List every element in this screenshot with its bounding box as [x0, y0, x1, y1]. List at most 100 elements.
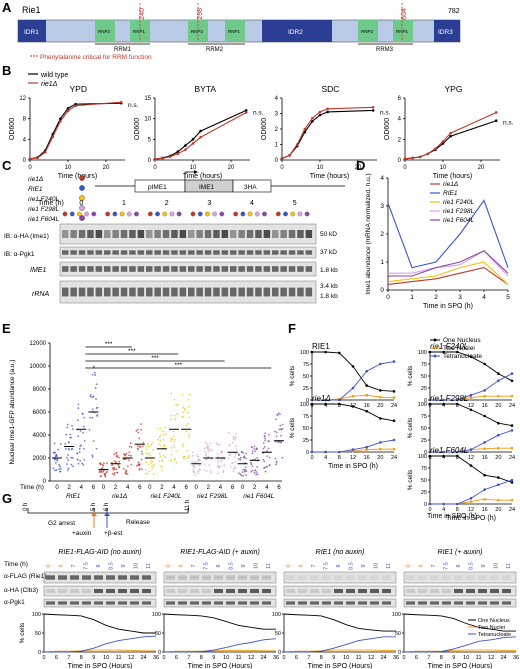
f-point: [510, 429, 514, 432]
f-point: [483, 488, 486, 491]
growth-point: [184, 144, 187, 147]
e-point: [71, 456, 74, 459]
e-point: [263, 466, 266, 469]
growth-point: [43, 150, 47, 154]
e-point: [157, 438, 159, 441]
growth-y-label: OD600: [9, 118, 16, 140]
growth-point: [371, 109, 375, 112]
lane-dot: [304, 211, 310, 217]
f-x-tick-label: 24: [391, 403, 397, 409]
g-y-tick-label: 50: [275, 631, 281, 637]
g-blot-band: [478, 601, 487, 605]
g-blot-band: [442, 575, 451, 580]
lane-dot: [254, 211, 260, 217]
blot-band: [162, 287, 170, 297]
growth-ns: n.s.: [380, 109, 391, 116]
blot-band: [238, 250, 245, 255]
f-x-tick-label: 16: [482, 403, 488, 409]
e-point: [111, 472, 114, 475]
e-point: [81, 412, 84, 415]
f-y-tick-label: 25: [421, 386, 427, 392]
e-point: [93, 371, 96, 374]
f-point: [324, 398, 327, 402]
g-blot-band: [490, 589, 499, 593]
e-point: [175, 461, 178, 464]
e-point: [209, 442, 212, 445]
domain-rnp1-a-label: RNP1: [133, 29, 146, 34]
g-blot-band: [502, 589, 511, 593]
legend-rie1d-text: rie1Δ: [41, 81, 58, 88]
g-y-tick-label: 50: [35, 631, 41, 637]
f-point: [456, 454, 459, 458]
e-point: [217, 461, 220, 464]
growth-y-tick-label: 5: [148, 137, 152, 143]
g-blot-band: [214, 575, 223, 580]
e-point: [115, 455, 118, 458]
e-point: [191, 451, 194, 454]
e-point: [209, 448, 212, 451]
e-strain-label: rie1 F298L: [197, 493, 228, 500]
e-point: [162, 430, 165, 433]
blot-band: [221, 266, 229, 272]
e-point: [158, 436, 161, 438]
growth-point: [449, 134, 452, 138]
blot-band: [87, 266, 94, 272]
e-point: [239, 456, 242, 459]
e-point: [174, 438, 177, 441]
e-point: [210, 449, 213, 452]
mutation-240: 240: [139, 8, 146, 20]
blot-band: [263, 266, 271, 272]
f-point: [483, 447, 486, 450]
f-point: [510, 379, 514, 383]
e-point: [254, 458, 257, 461]
e-point: [268, 463, 271, 466]
e-point: [157, 442, 160, 445]
e-point: [218, 466, 221, 469]
blot-band: [154, 250, 161, 255]
f-legend-label: One Nucleus: [443, 337, 481, 344]
g-blot-band: [382, 589, 391, 593]
e-point: [188, 433, 191, 436]
f-legend-marker: [433, 338, 437, 342]
e-point: [182, 443, 185, 446]
f-y-tick-label: 75: [303, 362, 309, 368]
e-point: [194, 466, 197, 469]
e-point: [71, 428, 74, 431]
f-x-tick-label: 12: [350, 455, 356, 461]
f-point: [428, 402, 432, 406]
growth-x-tick-label: 0: [280, 165, 284, 171]
lane-dot: [240, 211, 246, 217]
lane-dot: [126, 211, 132, 217]
g-x-tick-label: 8: [80, 655, 83, 661]
timeline-auxin: +auxin: [72, 530, 92, 537]
e-point: [159, 445, 162, 447]
g-blot-band: [94, 589, 103, 593]
e-point: [59, 465, 61, 468]
e-time-tick: 6: [231, 485, 235, 491]
g-blot-band: [490, 601, 499, 605]
blot-band: [230, 250, 237, 255]
size-3-4kb: 3.4 kb: [320, 283, 338, 290]
e-point: [173, 458, 176, 461]
e-time-tick: 6: [138, 485, 142, 491]
e-time-tick: 2: [160, 485, 164, 491]
e-point: [197, 472, 199, 475]
e-point: [176, 403, 179, 406]
g-blot-band: [358, 589, 367, 593]
blot-band: [221, 230, 229, 238]
f-point: [365, 369, 368, 373]
size-1-8kb-b: 1.8 kb: [320, 293, 338, 300]
e-point: [204, 454, 207, 457]
f-y-tick-label: 50: [303, 374, 309, 380]
domain-idr3: [434, 20, 460, 42]
e-point: [250, 445, 253, 448]
growth-y-tick-label: 3: [275, 112, 279, 118]
e-point: [98, 462, 101, 465]
d-y-label: Ime1 abundance (mRNA normalized, n.u.): [365, 173, 372, 294]
growth-point: [371, 106, 375, 109]
g-time-label: Time (h): [4, 561, 28, 568]
growth-x-tick-label: 20: [355, 165, 362, 171]
e-point: [82, 463, 85, 466]
e-strain-label: rie1 F604L: [243, 493, 274, 500]
g-x-tick-label: 9: [212, 655, 215, 661]
